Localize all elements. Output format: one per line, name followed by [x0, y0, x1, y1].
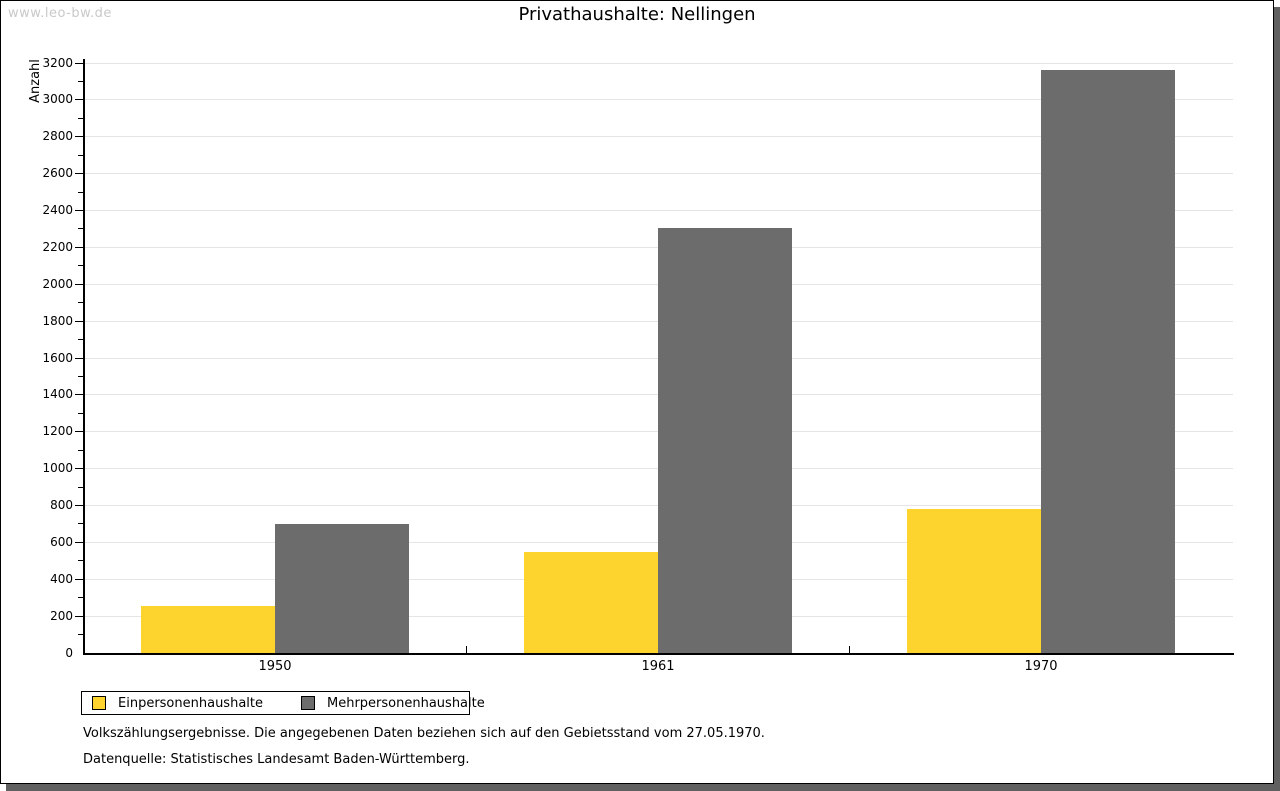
y-tick-label: 600: [50, 535, 73, 549]
y-tick: [75, 431, 83, 432]
gridline: [84, 63, 1233, 64]
y-tick: [78, 155, 83, 156]
legend-item-einpersonenhaushalte: Einpersonenhaushalte: [92, 696, 263, 711]
y-tick-label: 1000: [42, 461, 73, 475]
y-tick: [75, 210, 83, 211]
y-tick: [78, 339, 83, 340]
y-tick: [78, 376, 83, 377]
bar-einpersonenhaushalte-1961: [524, 552, 658, 653]
x-axis-line: [83, 653, 1234, 655]
y-tick-label: 2400: [42, 203, 73, 217]
y-tick: [78, 265, 83, 266]
bar-mehrpersonenhaushalte-1961: [658, 228, 792, 653]
y-tick-label: 1400: [42, 387, 73, 401]
y-tick: [78, 523, 83, 524]
y-tick: [78, 450, 83, 451]
legend: Einpersonenhaushalte Mehrpersonenhaushalt…: [81, 691, 485, 715]
y-tick: [78, 302, 83, 303]
y-tick: [75, 247, 83, 248]
y-tick-label: 2200: [42, 240, 73, 254]
chart-title: Privathaushalte: Nellingen: [518, 4, 756, 25]
y-tick-label: 2600: [42, 166, 73, 180]
y-tick: [75, 321, 83, 322]
footnote-data-source: Datenquelle: Statistisches Landesamt Bad…: [83, 752, 470, 767]
y-tick: [78, 634, 83, 635]
legend-swatch-icon: [301, 696, 315, 710]
y-tick-label: 800: [50, 498, 73, 512]
y-tick: [78, 192, 83, 193]
bar-einpersonenhaushalte-1950: [141, 606, 275, 653]
y-tick-label: 3000: [42, 92, 73, 106]
y-tick: [75, 63, 83, 64]
y-tick-label: 2800: [42, 129, 73, 143]
gridline: [84, 210, 1233, 211]
gridline: [84, 99, 1233, 100]
y-tick: [78, 487, 83, 488]
y-tick: [78, 228, 83, 229]
gridline: [84, 136, 1233, 137]
gridline: [84, 173, 1233, 174]
x-tick: [849, 646, 850, 653]
y-tick: [75, 136, 83, 137]
y-tick: [78, 597, 83, 598]
y-tick: [75, 616, 83, 617]
footnote-census-note: Volkszählungsergebnisse. Die angegebenen…: [83, 726, 765, 741]
y-tick: [75, 99, 83, 100]
bar-mehrpersonenhaushalte-1970: [1041, 70, 1175, 653]
y-tick: [75, 394, 83, 395]
y-tick-label: 0: [65, 646, 73, 660]
bar-einpersonenhaushalte-1970: [907, 509, 1041, 653]
legend-swatch-icon: [92, 696, 106, 710]
x-tick-label-1950: 1950: [258, 659, 292, 674]
y-tick-label: 1800: [42, 314, 73, 328]
y-tick: [78, 118, 83, 119]
y-tick: [75, 579, 83, 580]
y-tick-label: 2000: [42, 277, 73, 291]
y-tick-label: 400: [50, 572, 73, 586]
y-tick-label: 200: [50, 609, 73, 623]
y-tick-label: 3200: [42, 56, 73, 70]
bar-mehrpersonenhaushalte-1950: [275, 524, 409, 653]
x-tick-label-1961: 1961: [641, 659, 675, 674]
y-tick: [75, 505, 83, 506]
x-tick: [466, 646, 467, 653]
x-tick-label-1970: 1970: [1024, 659, 1058, 674]
y-axis-line: [83, 59, 85, 655]
watermark: www.leo-bw.de: [8, 6, 112, 21]
legend-label: Einpersonenhaushalte: [118, 695, 263, 711]
y-tick: [78, 81, 83, 82]
y-tick: [75, 542, 83, 543]
y-tick: [78, 413, 83, 414]
y-tick-label: 1200: [42, 424, 73, 438]
y-tick: [75, 358, 83, 359]
legend-item-mehrpersonenhaushalte: Mehrpersonenhaushalte: [301, 696, 485, 711]
y-tick: [75, 173, 83, 174]
y-tick: [75, 284, 83, 285]
y-tick: [75, 468, 83, 469]
y-tick-label: 1600: [42, 351, 73, 365]
y-tick: [78, 560, 83, 561]
legend-label: Mehrpersonenhaushalte: [327, 695, 485, 711]
